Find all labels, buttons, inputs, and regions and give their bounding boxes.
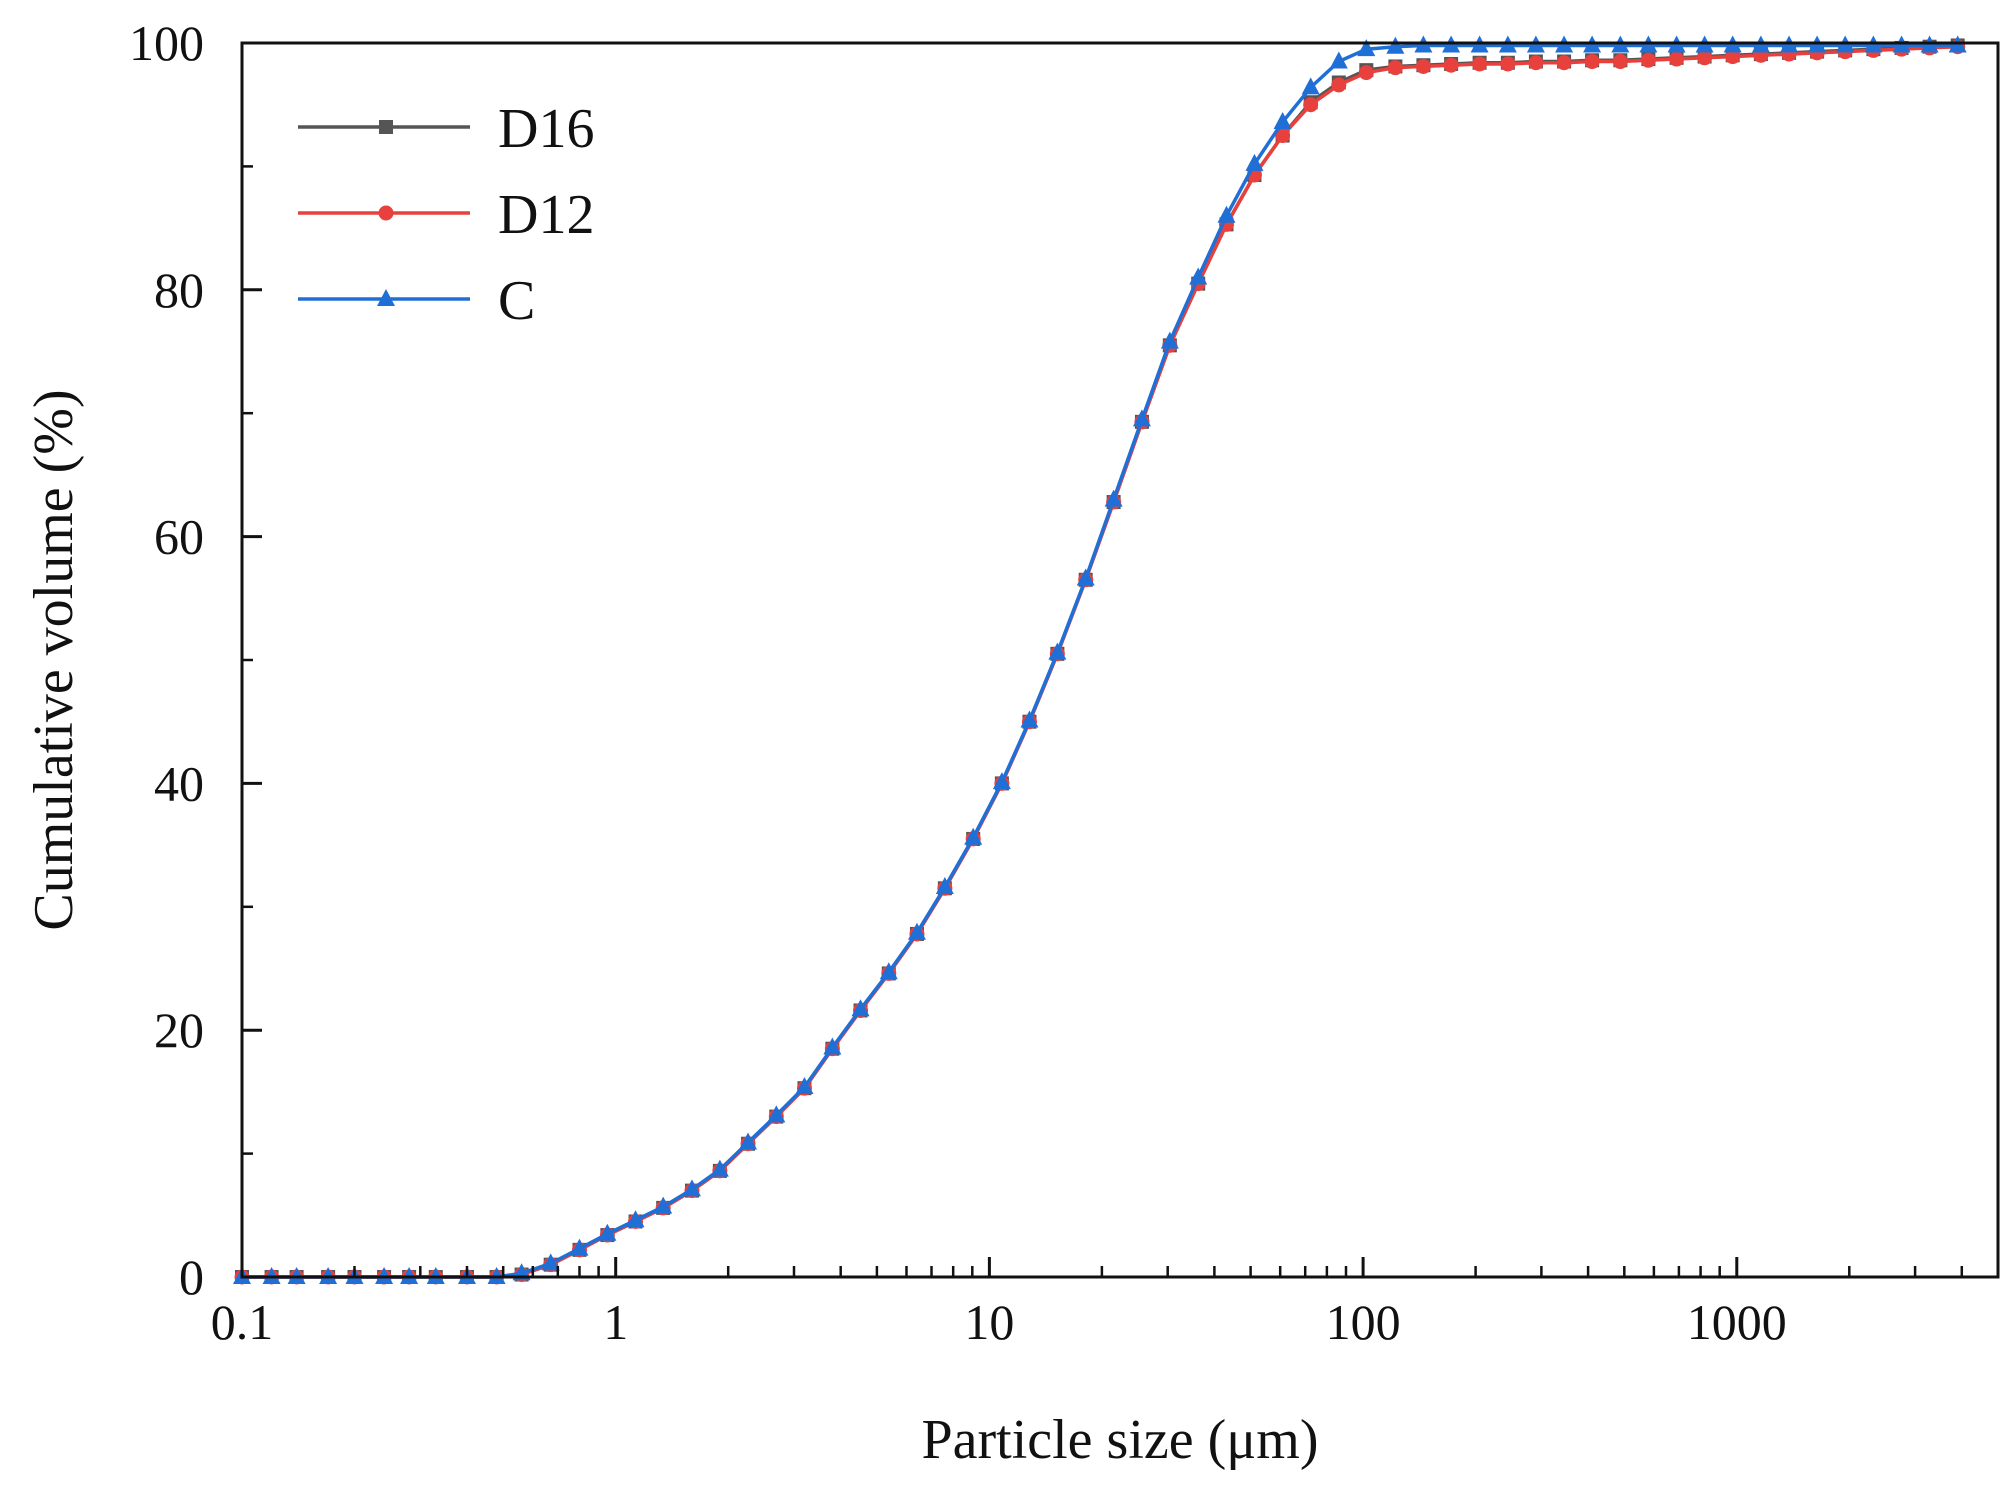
data-point-d12 bbox=[1528, 55, 1544, 71]
data-point-c bbox=[541, 1253, 560, 1271]
y-tick-label: 20 bbox=[154, 1002, 204, 1058]
x-tick-label: 1 bbox=[603, 1294, 628, 1350]
data-point-c bbox=[739, 1132, 758, 1150]
data-point-d12 bbox=[1275, 128, 1291, 144]
data-point-c bbox=[626, 1210, 645, 1228]
x-tick-label: 100 bbox=[1326, 1294, 1401, 1350]
data-point-d12 bbox=[1331, 77, 1347, 93]
data-point-d12 bbox=[1415, 58, 1431, 74]
data-point-c bbox=[879, 962, 898, 980]
data-point-c bbox=[598, 1223, 617, 1241]
data-point-c bbox=[1132, 409, 1151, 427]
data-point-c bbox=[654, 1196, 673, 1214]
data-point-d12 bbox=[1584, 54, 1600, 70]
series-c bbox=[233, 35, 1967, 1284]
legend: D16 D12 C bbox=[298, 98, 594, 332]
data-point-d12 bbox=[1669, 51, 1685, 67]
data-point-c bbox=[710, 1159, 729, 1177]
data-point-c bbox=[935, 877, 954, 895]
data-point-d12 bbox=[1697, 50, 1713, 66]
legend-item-d12: D12 bbox=[298, 184, 594, 246]
data-point-c bbox=[1273, 111, 1292, 129]
series-layer bbox=[233, 35, 1967, 1285]
data-point-d12 bbox=[1387, 60, 1403, 76]
data-point-d12 bbox=[1303, 97, 1319, 113]
data-point-c bbox=[907, 922, 926, 940]
legend-label: D12 bbox=[498, 184, 594, 246]
data-point-c bbox=[1245, 153, 1264, 171]
data-point-c bbox=[964, 827, 983, 845]
data-point-c bbox=[767, 1105, 786, 1123]
data-point-c bbox=[1160, 331, 1179, 349]
axes-layer: 0.1 1 10 100 1000 0 20 40 60 80 100 bbox=[129, 15, 2000, 1350]
data-point-c bbox=[795, 1076, 814, 1094]
y-tick-label: 0 bbox=[179, 1249, 204, 1305]
data-point-c bbox=[1329, 51, 1348, 69]
data-point-c bbox=[1357, 39, 1376, 57]
data-point-c bbox=[1386, 36, 1405, 54]
data-point-c bbox=[1048, 642, 1067, 660]
legend-marker bbox=[378, 205, 394, 221]
y-tick-label: 80 bbox=[154, 262, 204, 318]
data-point-d12 bbox=[1472, 56, 1488, 72]
data-point-d12 bbox=[1612, 54, 1628, 70]
legend-label: C bbox=[498, 270, 535, 332]
y-tick-label: 40 bbox=[154, 755, 204, 811]
data-point-d12 bbox=[1640, 52, 1656, 68]
legend-item-d16: D16 bbox=[298, 98, 594, 160]
data-point-d12 bbox=[1443, 57, 1459, 73]
data-point-c bbox=[1076, 568, 1095, 586]
legend-label: D16 bbox=[498, 98, 594, 160]
y-tick-label: 100 bbox=[129, 15, 204, 71]
x-tick-label: 10 bbox=[964, 1294, 1014, 1350]
data-point-c bbox=[1189, 267, 1208, 285]
data-point-c bbox=[823, 1037, 842, 1055]
data-point-d12 bbox=[1556, 55, 1572, 71]
data-point-d12 bbox=[1500, 56, 1516, 72]
y-axis-title: Cumulative volume (%) bbox=[23, 389, 85, 930]
x-axis-title: Particle size (μm) bbox=[922, 1409, 1319, 1471]
legend-marker bbox=[377, 289, 395, 306]
data-point-c bbox=[570, 1238, 589, 1256]
data-point-d12 bbox=[1358, 65, 1374, 81]
x-tick-label: 1000 bbox=[1687, 1294, 1787, 1350]
data-point-c bbox=[851, 999, 870, 1017]
data-point-c bbox=[1020, 710, 1039, 728]
data-point-c bbox=[682, 1179, 701, 1197]
y-tick-label: 60 bbox=[154, 509, 204, 565]
data-point-c bbox=[1104, 489, 1123, 507]
data-point-c bbox=[1301, 77, 1320, 95]
series-d12 bbox=[234, 39, 1966, 1285]
data-point-c bbox=[1217, 205, 1236, 223]
data-point-d12 bbox=[1725, 49, 1741, 65]
series-d16 bbox=[235, 38, 1965, 1284]
x-tick-label: 0.1 bbox=[211, 1294, 274, 1350]
legend-item-c: C bbox=[298, 270, 535, 332]
legend-marker bbox=[379, 120, 393, 134]
data-point-c bbox=[992, 772, 1011, 790]
